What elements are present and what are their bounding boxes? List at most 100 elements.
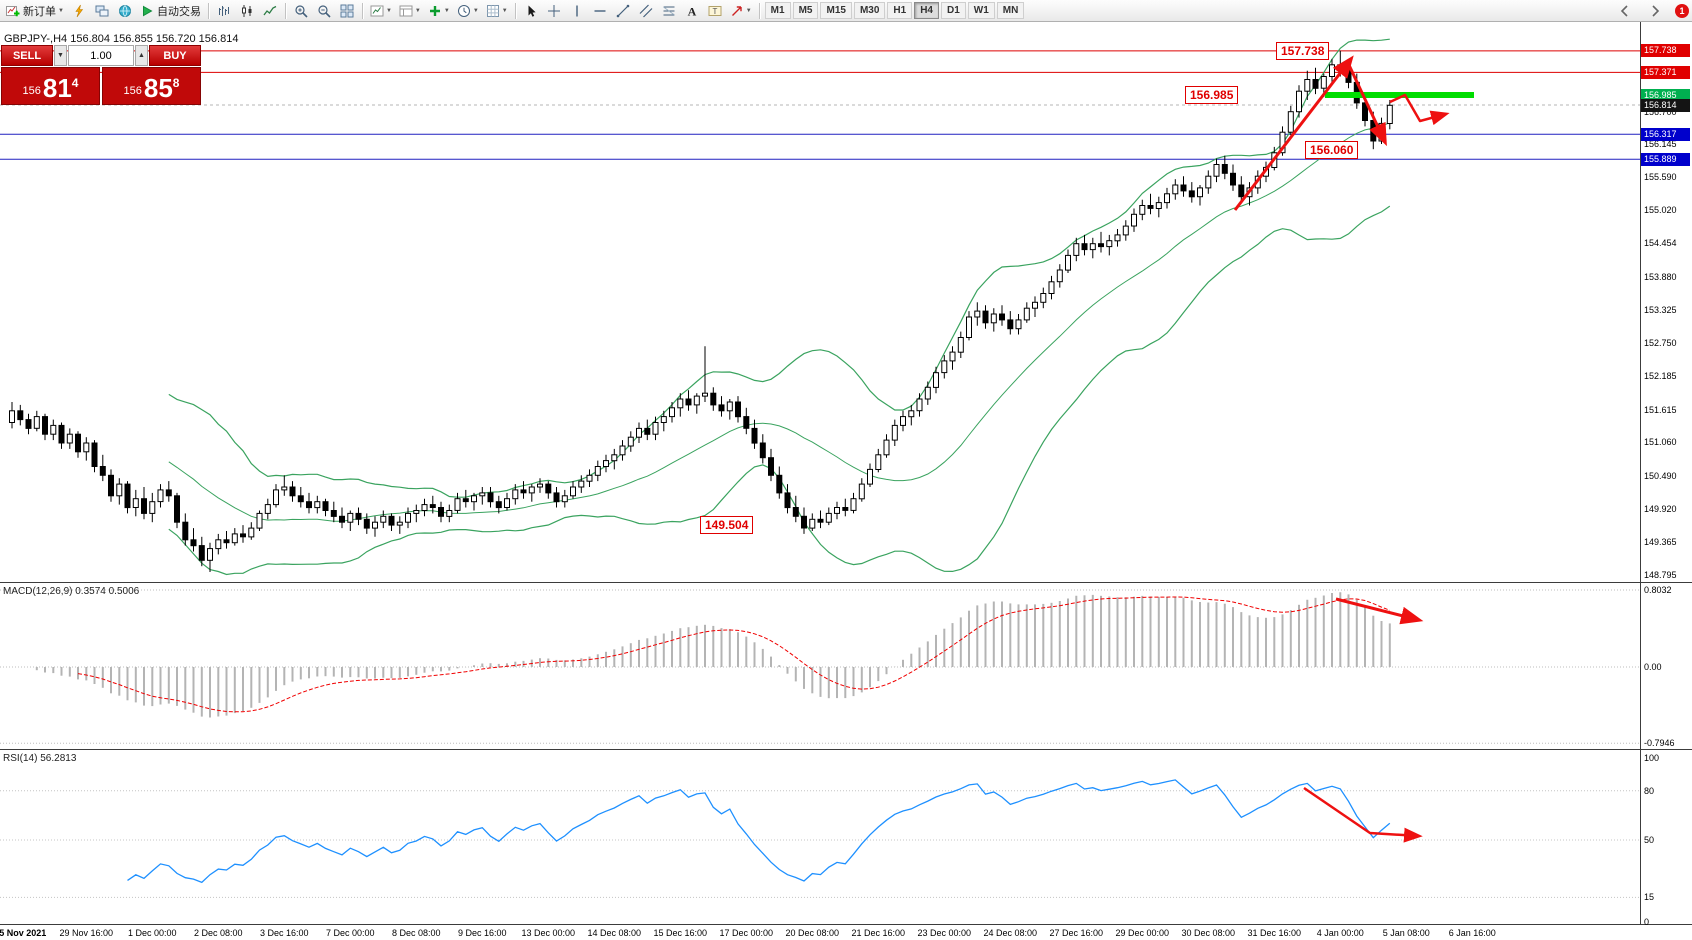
globe-button[interactable] — [114, 1, 136, 20]
macd-panel[interactable] — [0, 583, 1640, 749]
timeframe-d1-button[interactable]: D1 — [940, 2, 966, 19]
main-price-chart[interactable] — [0, 22, 1640, 582]
text-button[interactable]: A — [681, 1, 703, 20]
price-annotation-label[interactable]: 156.985 — [1185, 86, 1239, 104]
rsi-panel[interactable] — [0, 750, 1640, 924]
timeframe-w1-button[interactable]: W1 — [967, 2, 995, 19]
panel-separator[interactable] — [0, 924, 1692, 925]
chart-symbol-info: GBPJPY-,H4 156.804 156.855 156.720 156.8… — [4, 33, 239, 45]
price-scale-badge: 156.317 — [1641, 127, 1690, 141]
panel-separator[interactable] — [0, 582, 1692, 583]
line-chart-button[interactable] — [259, 1, 281, 20]
timeframe-m30-button[interactable]: M30 — [853, 2, 886, 19]
timeframe-h4-button[interactable]: H4 — [914, 2, 939, 19]
new-order-button[interactable]: 新订单 ▼ — [3, 1, 67, 20]
candle-chart-button[interactable] — [236, 1, 258, 20]
arrows-tool-button[interactable]: ▼ — [727, 1, 755, 20]
timeframe-m1-button[interactable]: M1 — [764, 2, 791, 19]
timeframe-mn-button[interactable]: MN — [996, 2, 1025, 19]
price-scale-label: 153.880 — [1644, 272, 1677, 283]
globe-icon — [118, 4, 131, 17]
candle-chart-icon — [241, 4, 252, 17]
rsi-line — [127, 779, 1391, 884]
time-axis[interactable]: 25 Nov 2021 29 Nov 16:00 1 Dec 00:00 2 Dec … — [0, 925, 1640, 940]
crosshair-button[interactable] — [543, 1, 565, 20]
price-annotation-label[interactable]: 157.738 — [1276, 42, 1330, 60]
bar-chart-button[interactable] — [213, 1, 235, 20]
panel-separator[interactable] — [0, 749, 1692, 750]
macd-down-arrow[interactable] — [1335, 597, 1424, 625]
arrows-tool-icon — [731, 5, 742, 16]
price-annotation-label[interactable]: 149.504 — [700, 516, 754, 534]
zoom-in-button[interactable] — [290, 1, 312, 20]
buy-button[interactable]: BUY — [149, 45, 201, 66]
price-scale-label: 148.795 — [1644, 570, 1677, 581]
time-axis-label: 21 Dec 16:00 — [851, 928, 906, 938]
chart-annotations-layer: 157.738 156.985 156.060 149.504 — [0, 22, 1640, 582]
rsi-down-arrow[interactable] — [1303, 786, 1423, 843]
chart-template-button[interactable]: ▼ — [396, 1, 424, 20]
chart-shift-button[interactable]: ▼ — [367, 1, 395, 20]
pullback-zigzag-arrow[interactable] — [1389, 93, 1450, 126]
sell-button[interactable]: SELL — [1, 45, 53, 66]
macd-scale-label: 0.00 — [1644, 662, 1662, 672]
lightning-button[interactable] — [68, 1, 90, 20]
buy-price-sup: 8 — [172, 76, 180, 90]
new-order-icon — [6, 5, 20, 16]
green-resistance-segment[interactable] — [1325, 92, 1474, 98]
fibonacci-button[interactable] — [658, 1, 680, 20]
chevron-down-icon: ▼ — [385, 7, 392, 14]
text-label-button[interactable]: T — [704, 1, 726, 20]
buy-price-display[interactable]: 156 85 8 — [102, 67, 201, 105]
time-axis-label: 6 Jan 16:00 — [1448, 928, 1496, 938]
timeframe-h1-button[interactable]: H1 — [887, 2, 913, 19]
horizontal-line-button[interactable] — [589, 1, 611, 20]
price-scale-label: 154.454 — [1644, 238, 1677, 249]
price-scale-badge: 156.985 — [1641, 88, 1690, 102]
add-indicator-button[interactable]: ▼ — [425, 1, 453, 20]
price-scale-badge: 157.371 — [1641, 65, 1690, 79]
time-axis-label: 30 Dec 08:00 — [1181, 928, 1236, 938]
toolbar-button-label: 自动交易 — [156, 5, 201, 18]
time-axis-label: 20 Dec 08:00 — [785, 928, 840, 938]
autotrade-play-button[interactable]: 自动交易 — [137, 1, 204, 20]
sell-price-display[interactable]: 156 81 4 — [1, 67, 100, 105]
trend-down-arrow[interactable] — [1347, 64, 1387, 147]
timeframe-m5-button[interactable]: M5 — [792, 2, 819, 19]
time-axis-label: 9 Dec 16:00 — [457, 928, 507, 938]
price-scale-label: 153.325 — [1644, 304, 1677, 315]
price-scale-label: 149.920 — [1644, 504, 1677, 515]
notification-badge[interactable]: 1 — [1675, 3, 1689, 18]
trend-up-arrow[interactable] — [1233, 55, 1354, 211]
zoom-out-button[interactable] — [313, 1, 335, 20]
monitors-button[interactable] — [91, 1, 113, 20]
grid-template-button[interactable]: ▼ — [483, 1, 511, 20]
chart-template-icon — [399, 5, 413, 16]
rsi-scale-label: 50 — [1644, 835, 1655, 845]
cursor-button[interactable] — [520, 1, 542, 20]
svg-text:A: A — [687, 4, 696, 18]
bollinger-middle-band — [168, 122, 1390, 522]
vertical-line-button[interactable] — [566, 1, 588, 20]
time-axis-label: 23 Dec 00:00 — [917, 928, 972, 938]
price-annotation-label[interactable]: 156.060 — [1305, 141, 1359, 159]
volume-decrease-button[interactable]: ▼ — [54, 45, 67, 66]
chevron-down-icon: ▼ — [58, 7, 64, 14]
channel-button[interactable] — [635, 1, 657, 20]
line-chart-icon — [263, 5, 277, 15]
volume-input[interactable] — [68, 45, 134, 66]
volume-increase-button[interactable]: ▲ — [135, 45, 148, 66]
main-toolbar[interactable]: 新订单 ▼ 自动交易 ▼ ▼ ▼ ▼ ▼ A T ▼ M1 M5 M15 M30 H1 H4 D1 W1 MN 1 — [0, 0, 1692, 22]
trendline-button[interactable] — [612, 1, 634, 20]
tile-windows-button[interactable] — [336, 1, 358, 20]
toolbar-separator — [207, 2, 209, 19]
period-clock-button[interactable]: ▼ — [454, 1, 482, 20]
timeframe-m15-button[interactable]: M15 — [820, 2, 852, 19]
nav-right-button[interactable] — [1641, 0, 1669, 21]
monitors-icon — [95, 5, 109, 16]
time-axis-label: 2 Dec 08:00 — [193, 928, 243, 938]
price-scale[interactable]: 156.700 156.145 155.590 155.020 154.454 153.8… — [1641, 0, 1692, 940]
period-clock-icon — [457, 4, 470, 17]
nav-left-button[interactable] — [1611, 0, 1639, 21]
